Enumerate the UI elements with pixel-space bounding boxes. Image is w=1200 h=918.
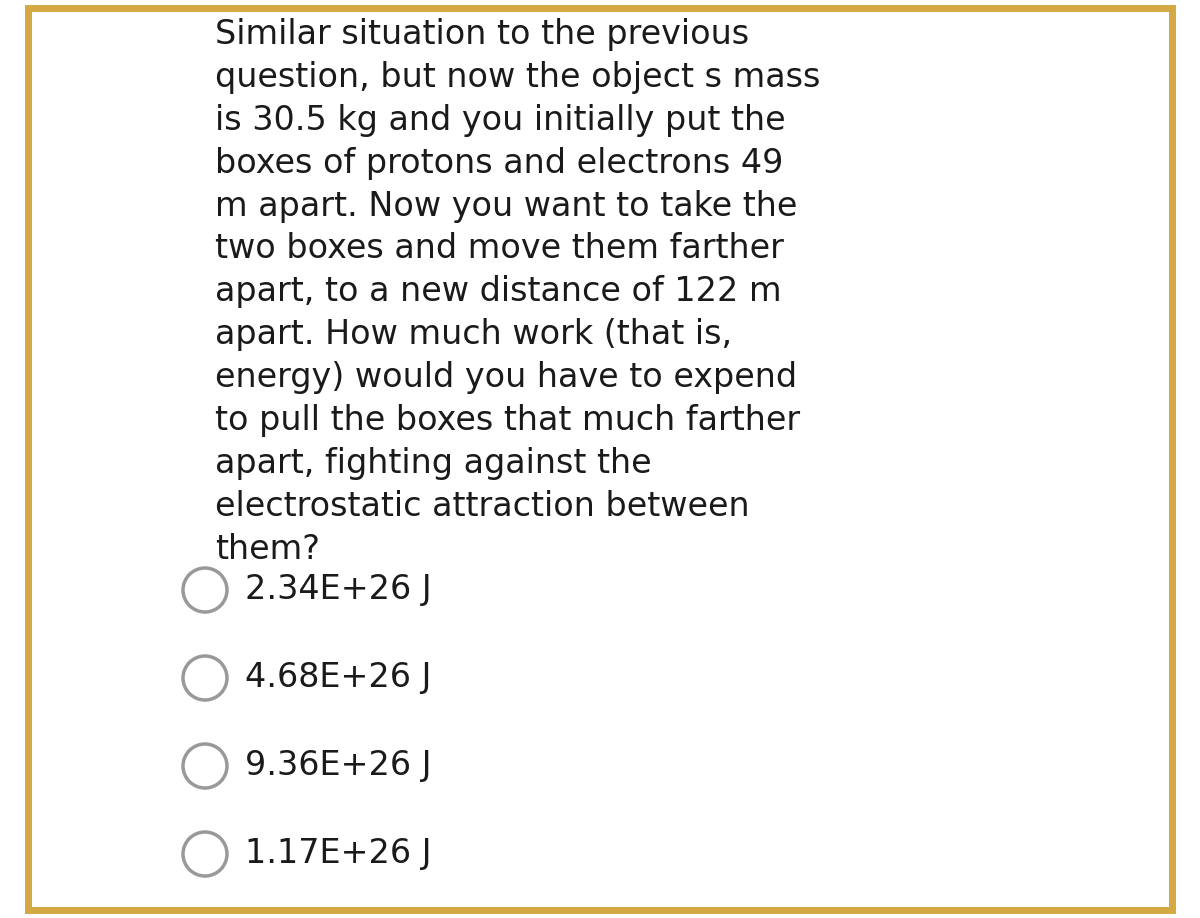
Text: 2.34E+26 J: 2.34E+26 J — [245, 574, 432, 607]
Text: 1.17E+26 J: 1.17E+26 J — [245, 837, 432, 870]
Text: 9.36E+26 J: 9.36E+26 J — [245, 749, 432, 782]
Text: 4.68E+26 J: 4.68E+26 J — [245, 662, 431, 695]
Text: Similar situation to the previous
question, but now the object s mass
is 30.5 kg: Similar situation to the previous questi… — [215, 18, 821, 565]
FancyBboxPatch shape — [28, 8, 1172, 910]
